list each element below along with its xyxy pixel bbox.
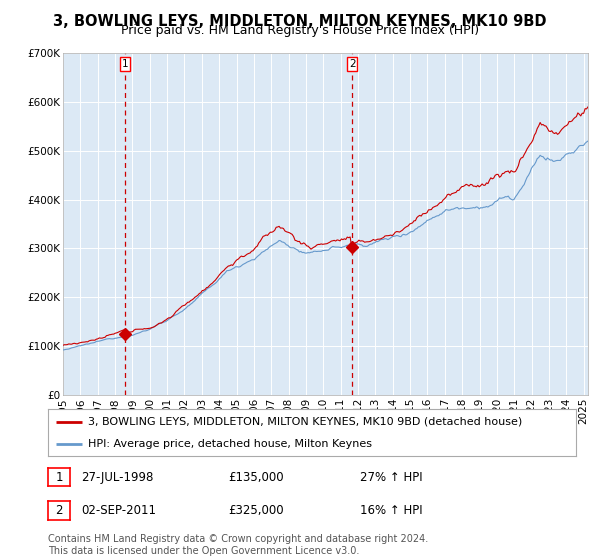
Text: 1: 1 [122, 59, 128, 69]
Text: 27-JUL-1998: 27-JUL-1998 [81, 470, 154, 484]
Text: 1: 1 [55, 470, 63, 484]
Text: £135,000: £135,000 [228, 470, 284, 484]
Text: 2: 2 [349, 59, 356, 69]
Text: Contains HM Land Registry data © Crown copyright and database right 2024.
This d: Contains HM Land Registry data © Crown c… [48, 534, 428, 556]
Text: 3, BOWLING LEYS, MIDDLETON, MILTON KEYNES, MK10 9BD: 3, BOWLING LEYS, MIDDLETON, MILTON KEYNE… [53, 14, 547, 29]
Text: 02-SEP-2011: 02-SEP-2011 [81, 504, 156, 517]
Text: 27% ↑ HPI: 27% ↑ HPI [360, 470, 422, 484]
Text: Price paid vs. HM Land Registry's House Price Index (HPI): Price paid vs. HM Land Registry's House … [121, 24, 479, 37]
Text: HPI: Average price, detached house, Milton Keynes: HPI: Average price, detached house, Milt… [88, 438, 371, 449]
Text: 16% ↑ HPI: 16% ↑ HPI [360, 504, 422, 517]
Text: 2: 2 [55, 504, 63, 517]
Text: £325,000: £325,000 [228, 504, 284, 517]
Text: 3, BOWLING LEYS, MIDDLETON, MILTON KEYNES, MK10 9BD (detached house): 3, BOWLING LEYS, MIDDLETON, MILTON KEYNE… [88, 417, 522, 427]
